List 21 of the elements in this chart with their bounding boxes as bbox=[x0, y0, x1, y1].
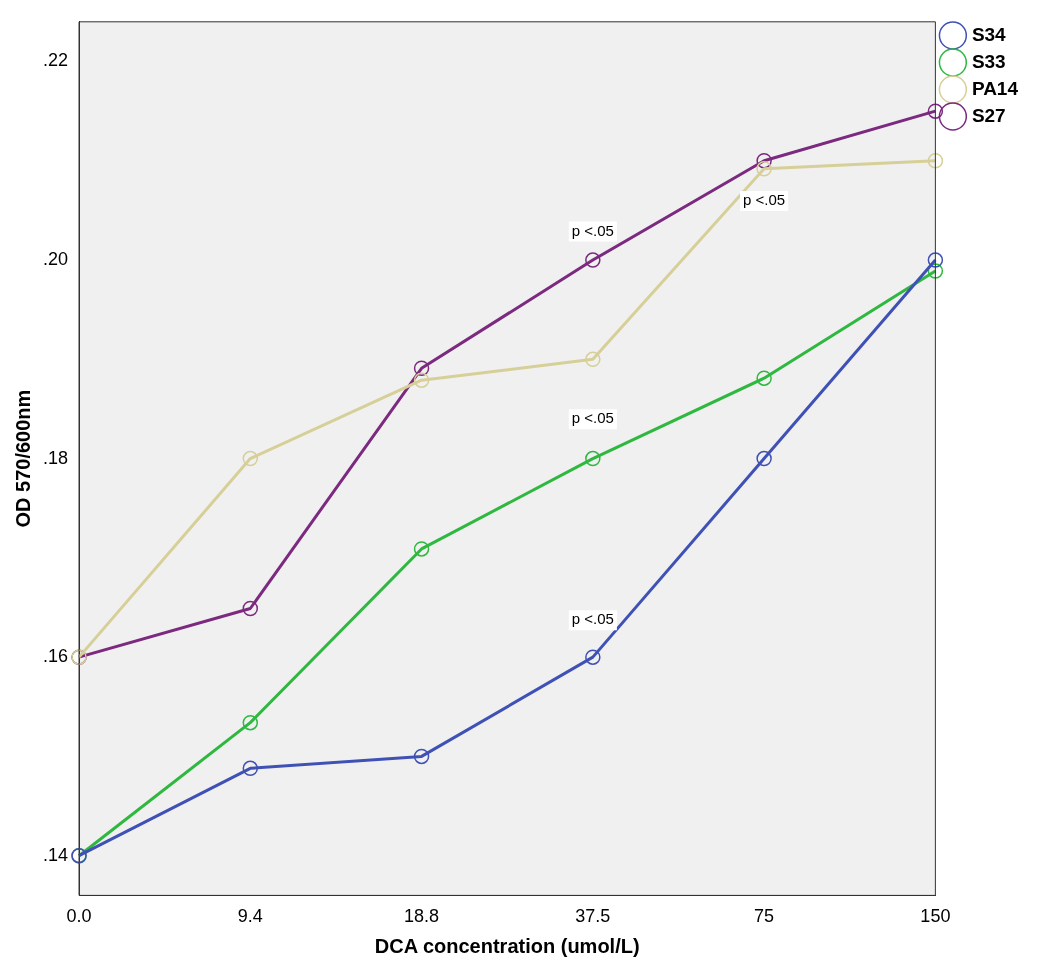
x-tick-label: 9.4 bbox=[237, 906, 263, 927]
annotation: p <.05 bbox=[571, 409, 614, 427]
x-axis-title: DCA concentration (umol/L) bbox=[374, 934, 640, 957]
x-tick-label: 150 bbox=[920, 906, 951, 927]
x-tick-label: 18.8 bbox=[404, 906, 440, 927]
x-tick-label: 75 bbox=[754, 906, 775, 927]
y-tick-label: .20 bbox=[42, 249, 69, 270]
x-tick-label: 37.5 bbox=[575, 906, 611, 927]
y-tick-label: .18 bbox=[42, 447, 69, 468]
x-tick-label: 0.0 bbox=[66, 906, 92, 927]
annotation: p <.05 bbox=[743, 191, 786, 209]
legend-label: S34 bbox=[971, 23, 1007, 45]
annotation: p <.05 bbox=[571, 610, 614, 628]
y-tick-label: .22 bbox=[42, 50, 69, 71]
legend-label: S27 bbox=[971, 104, 1006, 126]
legend-label: PA14 bbox=[971, 77, 1019, 99]
y-tick-label: .14 bbox=[42, 844, 69, 865]
annotation: p <.05 bbox=[571, 221, 614, 239]
y-axis-title: OD 570/600nm bbox=[11, 389, 34, 528]
y-tick-label: .16 bbox=[42, 646, 69, 667]
legend-label: S33 bbox=[971, 50, 1006, 72]
